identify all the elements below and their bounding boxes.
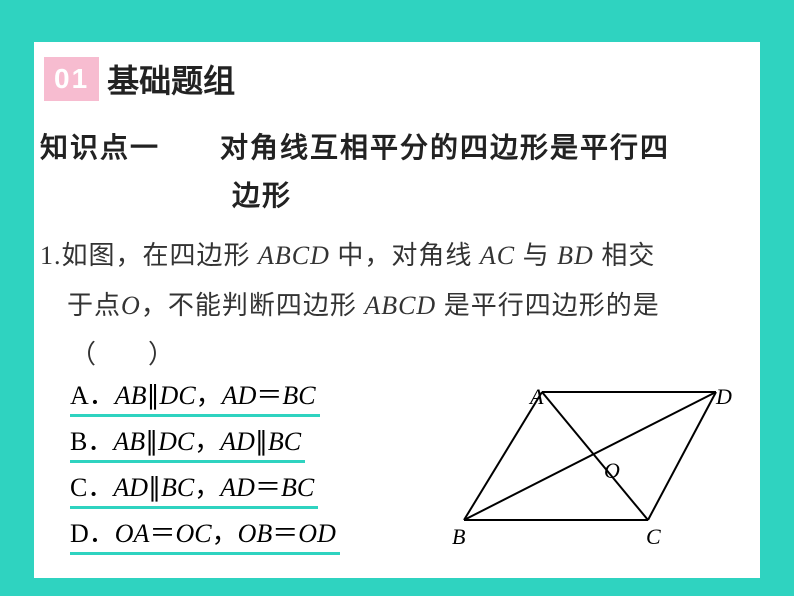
option-c-rhs2: BC [281, 473, 314, 502]
option-b-lhs2: AD [220, 427, 255, 456]
stem-part-5: 于点 [67, 291, 121, 320]
option-a-lhs2: AD [222, 381, 257, 410]
question-number: 1. [40, 241, 62, 270]
badge-title: 基础题组 [107, 56, 235, 102]
content-card: 01 基础题组 知识点一 对角线互相平分的四边形是平行四 边形 1.如图，在四边… [34, 42, 760, 578]
option-b-prefix: B． [70, 427, 113, 456]
option-c-lhs1: AD [113, 473, 148, 502]
diagram-label-d: D [715, 384, 732, 409]
option-a-sep: ， [196, 381, 222, 410]
option-c-rel1: ∥ [148, 473, 161, 502]
abcd-1: ABCD [258, 241, 330, 270]
option-b-rhs1: DC [158, 427, 194, 456]
parallelogram-diagram: A D B C O [450, 380, 742, 555]
knowledge-point-line2: 边形 [34, 172, 760, 220]
option-a-rhs2: BC [282, 381, 315, 410]
option-b-sep: ， [194, 427, 220, 456]
question-stem: 1.如图，在四边形 ABCD 中，对角线 AC 与 BD 相交 于点O，不能判断… [34, 219, 760, 330]
option-c-rhs1: BC [161, 473, 194, 502]
diagram-edge [464, 392, 716, 520]
option-d-lhs2: OB [238, 519, 273, 548]
option-a-rel1: ∥ [147, 381, 160, 410]
option-d-prefix: D． [70, 519, 115, 548]
option-d-rel1: ＝ [149, 519, 175, 548]
option-c-lhs2: AD [220, 473, 255, 502]
badge-number: 01 [44, 57, 99, 101]
stem-part-7: 是平行四边形的是 [436, 291, 660, 320]
diagram-label-b: B [452, 524, 465, 549]
stem-part-3: 与 [515, 241, 557, 270]
abcd-2: ABCD [364, 291, 436, 320]
option-b-rel1: ∥ [145, 427, 158, 456]
option-b[interactable]: B．AB∥DC，AD∥BC [70, 421, 305, 463]
knowledge-text-1: 对角线互相平分的四边形是平行四 [220, 132, 670, 163]
diagram-label-c: C [646, 524, 661, 549]
stem-part-4: 相交 [594, 241, 656, 270]
ac: AC [480, 241, 515, 270]
option-b-rhs2: BC [268, 427, 301, 456]
diagram-label-a: A [528, 384, 544, 409]
knowledge-label: 知识点一 [40, 132, 160, 163]
oo: O [121, 291, 141, 320]
stem-part-1: 如图，在四边形 [62, 241, 259, 270]
option-a-rel2: ＝ [256, 381, 282, 410]
option-d[interactable]: D．OA＝OC，OB＝OD [70, 513, 340, 555]
stem-part-2: 中，对角线 [330, 241, 480, 270]
diagram-edge [542, 392, 648, 520]
option-a[interactable]: A．AB∥DC，AD＝BC [70, 375, 320, 417]
option-c-prefix: C． [70, 473, 113, 502]
option-b-lhs1: AB [113, 427, 145, 456]
option-d-rhs1: OC [175, 519, 211, 548]
knowledge-point-line1: 知识点一 对角线互相平分的四边形是平行四 [34, 112, 760, 172]
option-a-lhs1: AB [115, 381, 147, 410]
diagram-edge [648, 392, 716, 520]
option-d-rel2: ＝ [272, 519, 298, 548]
option-a-prefix: A． [70, 381, 115, 410]
option-a-rhs1: DC [160, 381, 196, 410]
stem-part-6: ，不能判断四边形 [141, 291, 365, 320]
option-c-rel2: ＝ [255, 473, 281, 502]
option-paren: （ ） [70, 334, 760, 375]
option-b-rel2: ∥ [255, 427, 268, 456]
section-badge: 01 基础题组 [34, 42, 760, 112]
option-c[interactable]: C．AD∥BC，AD＝BC [70, 467, 318, 509]
diagram-label-o: O [604, 458, 620, 483]
option-d-lhs1: OA [115, 519, 150, 548]
option-d-sep: ， [212, 519, 238, 548]
bd: BD [557, 241, 594, 270]
option-d-rhs2: OD [298, 519, 336, 548]
option-c-sep: ， [194, 473, 220, 502]
